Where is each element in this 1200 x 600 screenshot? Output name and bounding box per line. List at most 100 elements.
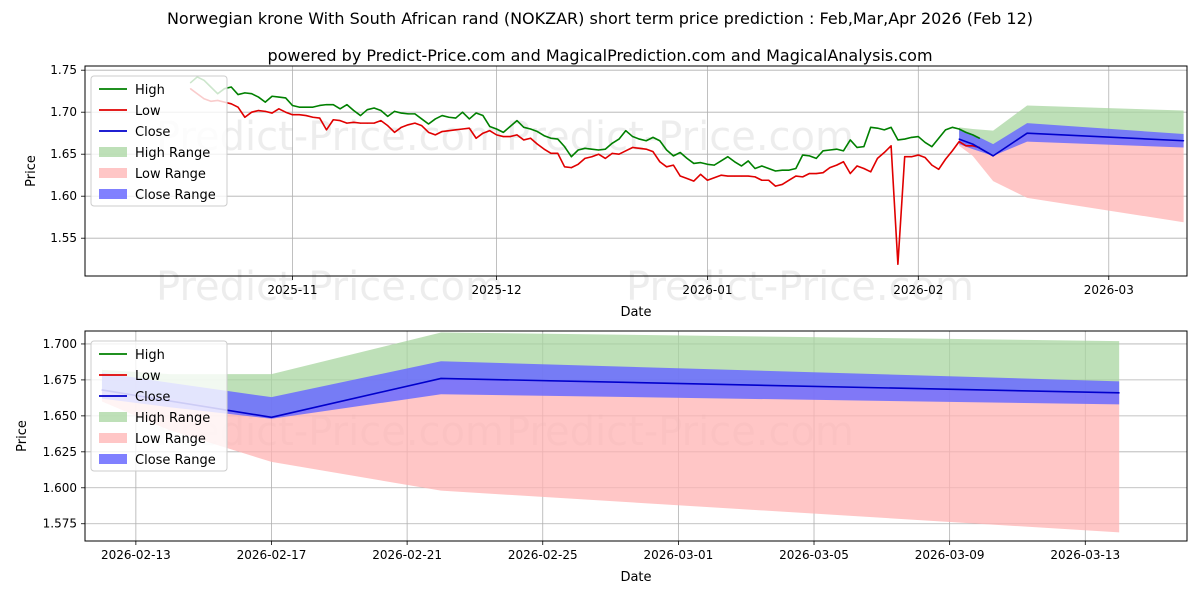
legend-entry-label: High Range: [135, 411, 210, 426]
high-point: [666, 149, 668, 151]
low-point: [285, 111, 287, 113]
low-point: [904, 156, 906, 158]
low-point: [924, 156, 926, 159]
high-point: [400, 112, 402, 114]
high-point: [842, 150, 845, 152]
low-point: [237, 106, 239, 108]
x-axis-label: Date: [620, 305, 651, 320]
low-point: [570, 167, 572, 169]
low-point: [631, 146, 634, 149]
low-point: [523, 139, 525, 141]
high-point: [713, 164, 715, 166]
high-point: [563, 146, 566, 148]
low-point: [509, 135, 511, 138]
low-point: [339, 120, 341, 122]
high-point: [543, 135, 545, 137]
legend-entry-label: Close Range: [135, 453, 216, 468]
high-point: [264, 101, 266, 103]
high-point: [482, 114, 484, 117]
high-point: [353, 109, 355, 112]
chart-subtitle: powered by Predict-Price.com and Magical…: [267, 46, 933, 65]
high-point: [890, 126, 892, 128]
high-point: [822, 150, 824, 152]
high-point: [734, 161, 736, 163]
x-tick-label: 2026-03-13: [1050, 548, 1120, 562]
high-point: [870, 126, 872, 128]
y-tick-label: 1.75: [50, 63, 77, 77]
high-point: [291, 104, 294, 107]
y-axis-label: Price: [24, 155, 39, 187]
high-point: [251, 93, 253, 95]
x-tick-label: 2026-03: [1084, 283, 1134, 297]
low-point: [774, 185, 777, 187]
legend-entry-label: High: [135, 83, 165, 98]
low-point: [829, 167, 831, 169]
high-point: [761, 165, 763, 167]
high-point: [380, 109, 382, 112]
low-point: [672, 164, 675, 166]
close-point: [440, 377, 442, 380]
legend-swatch-patch: [99, 168, 127, 178]
y-tick-label: 1.700: [43, 337, 77, 351]
high-point: [366, 109, 368, 111]
low-point: [856, 165, 858, 167]
high-point: [645, 140, 647, 142]
x-axis-label: Date: [620, 570, 651, 585]
low-point: [808, 172, 811, 175]
low-point: [502, 135, 504, 138]
x-tick-label: 2026-02-25: [508, 548, 578, 562]
low-point: [611, 152, 613, 154]
low-range-band: [101, 378, 1120, 533]
low-point: [815, 172, 817, 175]
close-range-band: [101, 361, 1120, 419]
low-range-band: [959, 133, 1184, 223]
high-point: [808, 155, 811, 157]
low-point: [727, 175, 729, 177]
low-point: [863, 167, 865, 170]
high-point: [387, 115, 389, 117]
low-point: [754, 176, 756, 178]
low-point: [836, 164, 838, 166]
y-tick-label: 1.650: [43, 409, 77, 423]
high-point: [625, 130, 627, 132]
low-point: [897, 263, 899, 265]
low-point: [387, 125, 389, 127]
high-point: [570, 156, 572, 158]
high-point: [788, 169, 790, 171]
high-point: [706, 163, 709, 165]
low-point: [870, 171, 872, 173]
high-point: [836, 148, 838, 150]
low-point: [638, 147, 641, 149]
low-point: [543, 148, 545, 150]
high-point: [618, 138, 620, 140]
high-point: [285, 97, 287, 99]
y-axis-label: Price: [15, 420, 30, 452]
high-point: [407, 113, 409, 115]
high-point: [346, 104, 348, 106]
low-point: [230, 103, 232, 105]
high-point: [305, 106, 307, 108]
low-point: [536, 143, 538, 145]
high-point: [672, 155, 675, 157]
low-point: [938, 168, 940, 170]
legend-entry-label: Low Range: [135, 432, 206, 447]
high-point: [904, 138, 906, 140]
high-point: [319, 104, 321, 107]
low-point: [346, 122, 348, 124]
low-point: [407, 124, 409, 126]
low-point: [563, 166, 566, 168]
low-point: [475, 137, 477, 139]
low-point: [944, 158, 947, 160]
legend-entry-label: Close: [135, 390, 170, 405]
low-point: [421, 125, 423, 127]
low-point: [768, 179, 770, 181]
high-point: [958, 128, 960, 130]
high-point: [591, 148, 593, 150]
high-point: [795, 167, 797, 170]
low-point: [577, 163, 579, 165]
low-point: [332, 119, 334, 121]
low-point: [890, 145, 892, 147]
high-point: [359, 114, 362, 117]
low-point: [618, 153, 620, 155]
low-point: [734, 175, 736, 177]
